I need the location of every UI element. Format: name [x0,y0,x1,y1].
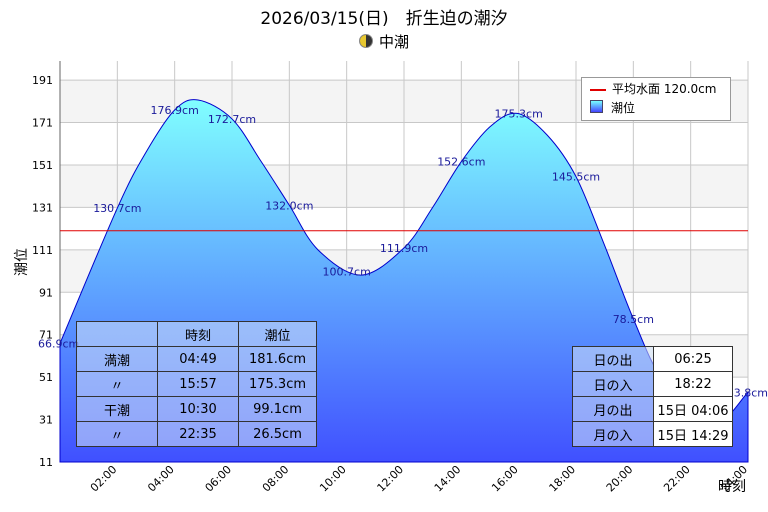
sunset-time: 18:22 [653,371,733,397]
y-tick-label: 171 [32,117,53,130]
y-tick-label: 71 [39,329,53,342]
table-row: 月の入 15日 14:29 [572,421,733,447]
x-axis-label: 時刻 [718,479,746,495]
header-cell: 時刻 [157,321,239,347]
moonset-label: 月の入 [572,421,654,447]
tide-table-header: 時刻 潮位 [76,321,317,347]
y-tick-label: 111 [32,244,53,257]
tide-time: 22:35 [157,421,239,447]
tide-kind: 〃 [76,371,158,397]
tide-type: 中潮 [0,31,768,52]
y-tick-label: 31 [39,414,53,427]
tide-kind: 干潮 [76,396,158,422]
tide-type-label: 中潮 [378,33,409,51]
tide-level: 175.3cm [238,371,317,397]
table-row: 〃 15:57 175.3cm [76,371,317,397]
header-cell: 潮位 [238,321,317,347]
data-label: 176.9cm [151,104,199,117]
sun-moon-table: 日の出 06:25 日の入 18:22 月の出 15日 04:06 月の入 15日 14… [572,346,733,447]
data-label: 43.8cm [727,386,768,399]
legend: 平均水面 120.0cm 潮位 [581,77,731,121]
tide-kind: 満潮 [76,346,158,372]
x-tick-label: 08:00 [260,463,292,495]
moonrise-time: 15日 04:06 [653,396,733,422]
tide-table: 時刻 潮位 満潮 04:49 181.6cm 〃 15:57 175.3cm 干… [76,321,317,447]
sunrise-time: 06:25 [653,346,733,372]
moon-phase-icon [358,34,373,48]
data-label: 175.3cm [495,107,543,120]
x-tick-label: 06:00 [203,463,235,495]
data-label: 130.7cm [93,202,141,215]
data-label: 100.7cm [323,266,371,279]
table-row: 干潮 10:30 99.1cm [76,396,317,422]
tide-level: 99.1cm [238,396,317,422]
x-tick-label: 16:00 [489,463,521,495]
tide-kind: 〃 [76,421,158,447]
chart-title: 2026/03/15(日) 折生迫の潮汐 [260,9,508,29]
tide-time: 04:49 [157,346,239,372]
x-tick-label: 04:00 [145,463,177,495]
x-tick-label: 02:00 [88,463,120,495]
legend-tide-label: 潮位 [611,101,636,115]
moonset-time: 15日 14:29 [653,421,733,447]
table-row: 日の入 18:22 [572,371,733,397]
y-tick-label: 91 [39,286,53,299]
tide-time: 15:57 [157,371,239,397]
header-cell [76,321,158,347]
data-label: 66.9cm [38,337,79,350]
table-row: 日の出 06:25 [572,346,733,372]
sunset-label: 日の入 [572,371,654,397]
tide-area-swatch [590,100,603,113]
x-tick-label: 22:00 [661,463,693,495]
x-tick-label: 20:00 [604,463,636,495]
legend-tide: 潮位 [590,100,635,116]
y-tick-label: 11 [39,456,53,469]
legend-mean: 平均水面 120.0cm [590,81,716,97]
y-tick-label: 131 [32,201,53,214]
x-tick-label: 14:00 [432,463,464,495]
y-tick-label: 51 [39,371,53,384]
moonrise-label: 月の出 [572,396,654,422]
sunrise-label: 日の出 [572,346,654,372]
data-label: 145.5cm [552,171,600,184]
y-axis-label: 潮位 [14,248,30,276]
tide-time: 10:30 [157,396,239,422]
table-row: 〃 22:35 26.5cm [76,421,317,447]
data-label: 78.5cm [613,313,654,326]
legend-mean-label: 平均水面 120.0cm [612,82,717,96]
table-row: 満潮 04:49 181.6cm [76,346,317,372]
x-tick-label: 12:00 [375,463,407,495]
data-label: 111.9cm [380,242,428,255]
y-tick-label: 151 [32,159,53,172]
tide-level: 181.6cm [238,346,317,372]
mean-line-swatch [590,88,606,91]
data-label: 132.0cm [265,199,313,212]
x-tick-label: 18:00 [547,463,579,495]
y-tick-label: 191 [32,74,53,87]
tide-level: 26.5cm [238,421,317,447]
table-row: 月の出 15日 04:06 [572,396,733,422]
x-tick-label: 10:00 [317,463,349,495]
data-label: 152.6cm [437,156,485,169]
data-label: 172.7cm [208,113,256,126]
